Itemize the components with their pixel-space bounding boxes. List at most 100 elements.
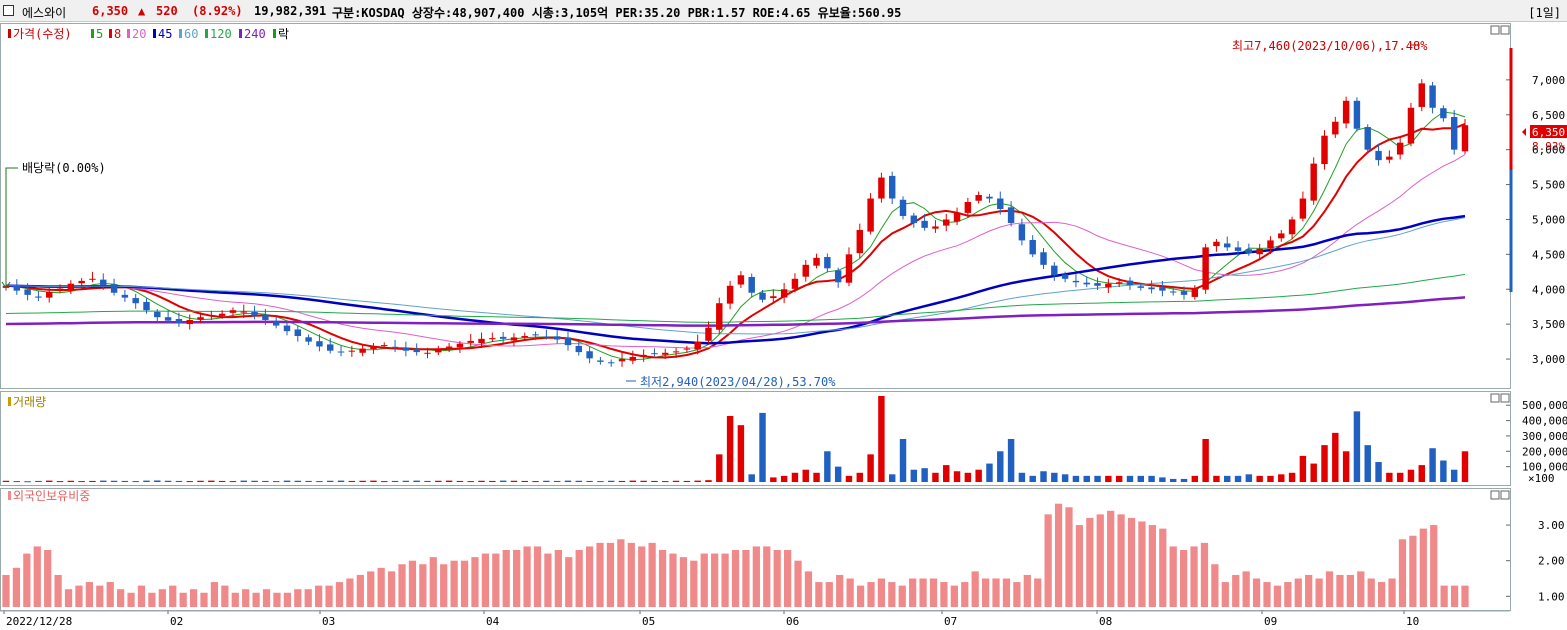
candle-body	[424, 352, 431, 354]
foreign-bar	[127, 592, 135, 607]
candle-body	[737, 275, 745, 285]
candle-body	[337, 351, 345, 353]
volume-bar	[986, 463, 993, 482]
foreign-bar	[606, 542, 615, 607]
price-tick-label: 6,500	[1532, 109, 1565, 122]
candle-body	[521, 336, 528, 338]
legend-ma45: 45	[158, 27, 172, 41]
foreign-bar	[596, 542, 604, 607]
foreign-bar	[1023, 574, 1031, 607]
panel-maximize-icon	[1500, 25, 1510, 35]
last-price-badge	[1530, 125, 1567, 138]
volume-bar	[1083, 475, 1090, 482]
candle-body	[651, 353, 658, 355]
legend-ma8: 8	[114, 27, 121, 41]
foreign-bar	[23, 553, 31, 607]
volume-bar	[726, 415, 734, 482]
foreign-bar	[33, 546, 41, 607]
legend-ma5: 5	[96, 27, 103, 41]
price-tick-label: 6,000	[1532, 144, 1565, 157]
foreign-bar	[252, 592, 260, 607]
volume-bar	[770, 477, 777, 482]
candle-body	[251, 312, 258, 316]
foreign-bar	[867, 582, 875, 607]
volume-bar	[467, 481, 474, 483]
volume-bar	[1267, 475, 1274, 482]
dividend-annotation: 배당락(0.00%)	[22, 161, 106, 175]
volume-bar	[348, 480, 356, 482]
candle-body	[1364, 127, 1371, 150]
foreign-bar	[367, 571, 375, 607]
candle-body	[1310, 163, 1317, 201]
candle-body	[2, 285, 10, 288]
foreign-bar	[1440, 585, 1448, 607]
select-checkbox[interactable]	[3, 5, 14, 16]
volume-bar	[780, 475, 788, 482]
panel-minimize-icon	[1490, 490, 1500, 500]
candle-body	[1191, 289, 1199, 297]
foreign-bar	[1284, 582, 1292, 607]
candle-body	[1159, 287, 1166, 291]
candle-body	[1440, 108, 1447, 119]
volume-bar	[813, 472, 820, 482]
volume-bar	[1094, 475, 1101, 482]
legend-ex-marker	[273, 29, 276, 38]
candle-body	[402, 347, 410, 351]
candle-body	[824, 257, 831, 269]
candle-body	[305, 337, 312, 342]
volume-bar	[316, 481, 323, 483]
volume-bar	[1440, 460, 1447, 482]
legend-price: 가격(수정)	[13, 27, 72, 41]
volume-bar	[1137, 475, 1144, 482]
volume-bar	[1288, 472, 1296, 482]
candle-body	[283, 325, 291, 332]
volume-bar	[564, 480, 572, 482]
candle-body	[1234, 247, 1242, 251]
foreign-bar	[440, 564, 448, 607]
panel-maximize-icon	[1500, 393, 1510, 403]
foreign-bar	[815, 582, 823, 607]
foreign-bar	[804, 571, 813, 607]
candle-body	[705, 327, 712, 341]
volume-bar	[1040, 471, 1047, 482]
foreign-bar	[262, 589, 271, 607]
foreign-bar	[836, 574, 844, 607]
candle-body	[35, 296, 42, 298]
candle-body	[672, 351, 680, 353]
legend-ma20: 20	[132, 27, 146, 41]
foreign-bar	[1002, 578, 1011, 607]
candle-body	[1332, 121, 1339, 135]
stock-header: 에스와이 6,350 ▲ 520 (8.92%) 19,982,391 구분:K…	[0, 0, 1567, 22]
foreign-bar	[554, 550, 562, 607]
volume-bar	[791, 472, 799, 482]
candle-body	[197, 317, 204, 320]
candle-body	[510, 337, 518, 341]
volume-bar	[391, 480, 399, 482]
candle-body	[46, 292, 53, 298]
candle-body	[1321, 135, 1328, 165]
volume-bar	[1072, 475, 1080, 482]
foreign-title-marker	[8, 491, 11, 500]
volume-bar	[575, 480, 583, 482]
foreign-bar	[711, 553, 719, 607]
foreign-bar	[429, 557, 437, 607]
volume-bar	[878, 396, 885, 482]
candle-body	[1169, 291, 1177, 293]
foreign-bar	[137, 585, 146, 607]
candle-body	[413, 349, 420, 353]
candle-body	[478, 338, 485, 344]
foreign-bar	[1263, 582, 1271, 607]
foreign-bar	[54, 574, 62, 607]
foreign-bar	[1294, 578, 1302, 607]
candle-body	[921, 220, 928, 228]
price-tick-label: 3,500	[1532, 318, 1565, 331]
candle-body	[791, 278, 799, 289]
volume-bar	[1278, 474, 1285, 482]
volume-bar	[845, 475, 853, 482]
candle-body	[272, 321, 280, 326]
foreign-bar	[909, 578, 917, 607]
period-selector[interactable]: [1일]	[1528, 6, 1561, 20]
candle-body	[1450, 116, 1458, 150]
candle-body	[229, 310, 237, 313]
foreign-tick-label: 1.00	[1538, 590, 1565, 603]
